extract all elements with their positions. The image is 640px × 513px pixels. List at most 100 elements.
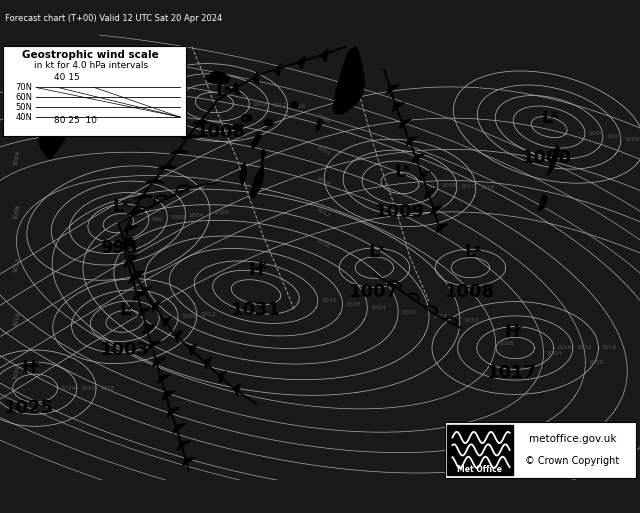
Text: 1004: 1004 [13, 150, 22, 167]
Polygon shape [252, 131, 261, 149]
Text: 1020: 1020 [80, 386, 95, 391]
Text: 1000: 1000 [522, 149, 572, 167]
Polygon shape [436, 224, 448, 232]
Polygon shape [240, 163, 246, 185]
Polygon shape [124, 258, 137, 267]
Text: 70N: 70N [15, 83, 33, 92]
Text: 40 15: 40 15 [54, 73, 80, 82]
Text: 1008: 1008 [441, 183, 456, 188]
Polygon shape [182, 458, 195, 466]
Circle shape [233, 124, 241, 130]
Polygon shape [133, 291, 147, 301]
Polygon shape [189, 344, 197, 355]
Text: 1016: 1016 [13, 311, 22, 327]
Polygon shape [163, 317, 172, 327]
Polygon shape [162, 391, 175, 400]
Text: 1016: 1016 [99, 386, 115, 391]
Text: 1000: 1000 [588, 131, 604, 136]
Text: 1020: 1020 [576, 345, 591, 350]
Text: 1008: 1008 [196, 123, 246, 141]
Polygon shape [317, 118, 322, 131]
Polygon shape [133, 271, 145, 280]
Text: Forecast chart (T+00) Valid 12 UTC Sat 20 Apr 2024: Forecast chart (T+00) Valid 12 UTC Sat 2… [5, 14, 222, 23]
Text: L: L [541, 109, 553, 127]
Text: 1024: 1024 [61, 386, 77, 391]
Polygon shape [252, 72, 259, 85]
Polygon shape [431, 206, 442, 215]
Polygon shape [406, 136, 418, 146]
Text: 1004: 1004 [316, 144, 332, 156]
Polygon shape [250, 149, 266, 199]
Text: L: L [465, 243, 476, 261]
Circle shape [291, 102, 298, 107]
Polygon shape [143, 325, 156, 333]
Text: 1004: 1004 [189, 213, 204, 218]
Polygon shape [413, 154, 424, 163]
Text: 1012: 1012 [460, 184, 476, 189]
Polygon shape [387, 85, 399, 94]
Text: 1017: 1017 [487, 364, 537, 382]
Polygon shape [120, 243, 136, 249]
Polygon shape [38, 109, 70, 159]
Polygon shape [122, 226, 138, 232]
Polygon shape [141, 286, 152, 296]
Text: 1016: 1016 [557, 345, 572, 350]
Text: H: H [21, 359, 36, 377]
Polygon shape [173, 424, 186, 433]
Text: 1016: 1016 [316, 238, 331, 250]
Text: 1000: 1000 [589, 360, 604, 365]
Text: 1012: 1012 [271, 103, 287, 108]
Circle shape [264, 120, 273, 126]
Polygon shape [275, 64, 282, 76]
Text: 1003: 1003 [100, 341, 150, 359]
Text: 1016: 1016 [602, 345, 617, 350]
Text: L: L [119, 301, 131, 319]
Polygon shape [127, 254, 139, 263]
FancyBboxPatch shape [447, 425, 513, 475]
Polygon shape [152, 301, 161, 311]
Text: 995: 995 [100, 239, 137, 256]
Polygon shape [145, 179, 164, 183]
Text: 60N: 60N [15, 93, 33, 102]
Text: 1008: 1008 [181, 314, 196, 319]
Text: 1028: 1028 [346, 302, 362, 307]
Text: 1009: 1009 [375, 203, 425, 221]
Text: 1004: 1004 [547, 351, 563, 356]
Text: 996: 996 [152, 217, 164, 222]
Text: 1008: 1008 [13, 204, 22, 220]
Polygon shape [158, 164, 177, 168]
Text: in kt for 4.0 hPa intervals: in kt for 4.0 hPa intervals [34, 62, 148, 70]
Polygon shape [70, 73, 102, 114]
Text: © Crown Copyright: © Crown Copyright [525, 456, 620, 466]
Text: L: L [215, 82, 227, 100]
Polygon shape [138, 308, 151, 317]
Polygon shape [419, 171, 431, 180]
Polygon shape [181, 134, 199, 139]
Polygon shape [232, 82, 240, 95]
Polygon shape [157, 374, 170, 384]
Polygon shape [392, 103, 404, 111]
Text: H: H [504, 323, 520, 341]
Text: 1012: 1012 [316, 207, 332, 219]
Polygon shape [234, 384, 241, 396]
Text: L: L [369, 243, 380, 261]
Polygon shape [129, 274, 141, 284]
Text: 80 25  10: 80 25 10 [54, 116, 97, 125]
Polygon shape [219, 371, 227, 382]
Polygon shape [538, 194, 547, 212]
Polygon shape [547, 145, 560, 176]
Polygon shape [425, 189, 436, 198]
Text: 1012: 1012 [200, 312, 216, 317]
Text: 1008: 1008 [499, 341, 514, 346]
Text: Geostrophic wind scale: Geostrophic wind scale [22, 50, 159, 60]
Text: H: H [248, 261, 264, 279]
Text: metoffice.gov.uk: metoffice.gov.uk [529, 433, 616, 444]
Text: 1024: 1024 [371, 305, 386, 310]
Polygon shape [177, 441, 191, 450]
Polygon shape [333, 47, 365, 114]
Polygon shape [193, 120, 211, 124]
Text: 1020: 1020 [401, 309, 417, 314]
Text: 1004: 1004 [163, 315, 178, 321]
Text: 1000: 1000 [316, 113, 331, 125]
Text: 1008: 1008 [316, 175, 331, 187]
